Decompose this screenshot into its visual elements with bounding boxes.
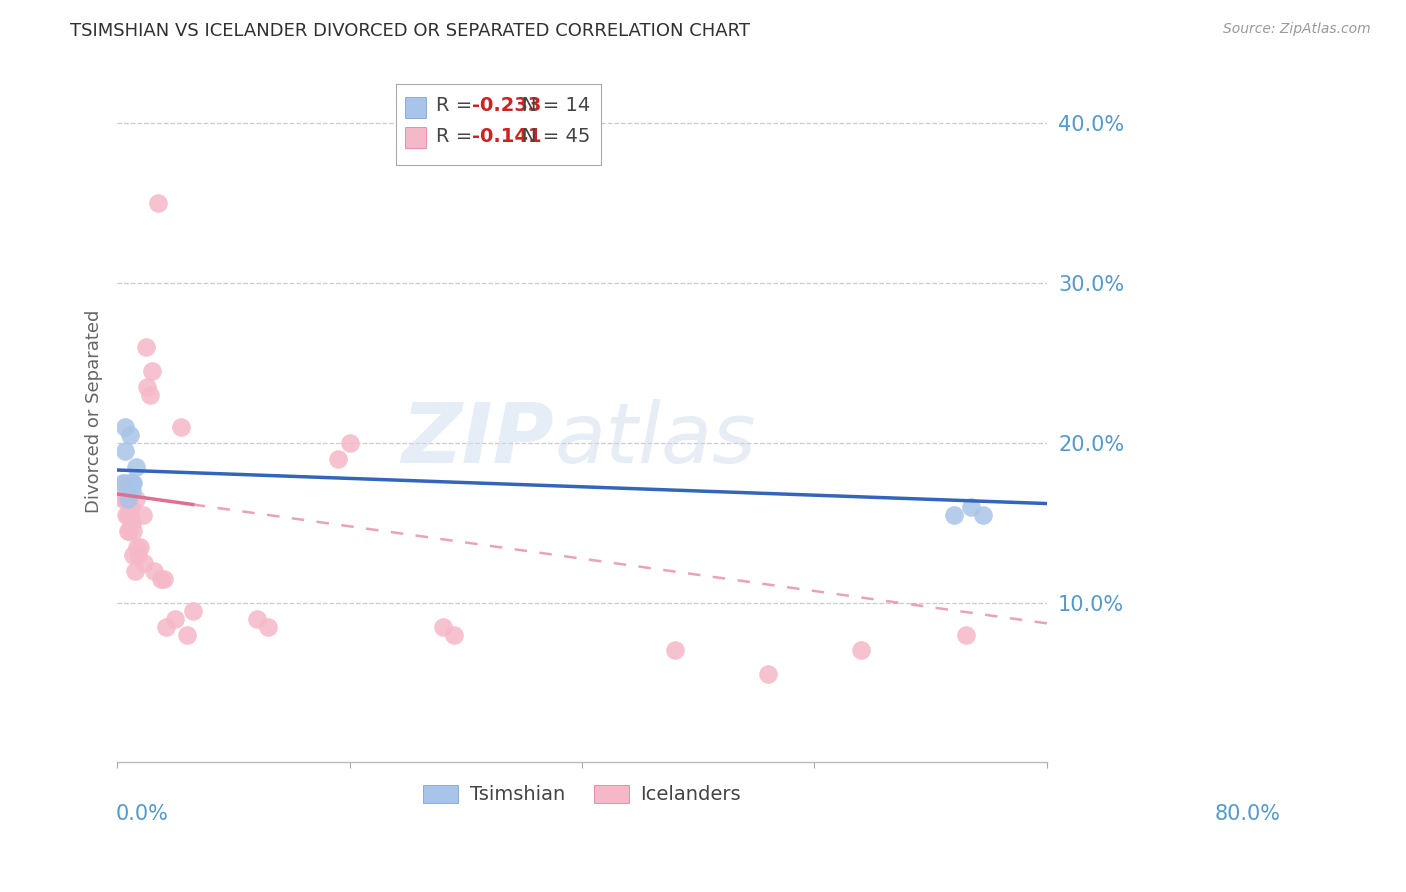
Point bbox=[972, 508, 994, 522]
Point bbox=[664, 643, 686, 657]
Point bbox=[118, 524, 141, 538]
Point bbox=[121, 475, 143, 490]
Point bbox=[443, 627, 465, 641]
Point bbox=[122, 548, 145, 562]
Point bbox=[136, 380, 159, 394]
Point bbox=[257, 619, 280, 633]
Point bbox=[112, 475, 135, 490]
Point bbox=[120, 516, 142, 530]
Point bbox=[132, 508, 155, 522]
Point bbox=[118, 508, 141, 522]
Text: R =: R = bbox=[436, 96, 472, 115]
Point bbox=[756, 667, 779, 681]
Point bbox=[942, 508, 965, 522]
Point bbox=[135, 340, 157, 354]
Point bbox=[146, 196, 169, 211]
Point bbox=[150, 572, 173, 586]
FancyBboxPatch shape bbox=[396, 84, 600, 165]
Point bbox=[115, 483, 138, 498]
Point bbox=[118, 428, 141, 442]
Point bbox=[114, 491, 136, 506]
Point bbox=[114, 443, 136, 458]
Legend: Tsimshian, Icelanders: Tsimshian, Icelanders bbox=[415, 777, 749, 813]
Point bbox=[122, 475, 145, 490]
Point bbox=[114, 420, 136, 434]
Text: -0.233: -0.233 bbox=[472, 96, 541, 115]
Point bbox=[118, 500, 141, 514]
Text: -0.141: -0.141 bbox=[472, 127, 541, 145]
Point bbox=[170, 420, 193, 434]
Y-axis label: Divorced or Separated: Divorced or Separated bbox=[86, 310, 103, 513]
Point bbox=[326, 451, 349, 466]
Point bbox=[165, 611, 187, 625]
Point bbox=[955, 627, 977, 641]
Point bbox=[125, 491, 148, 506]
Point bbox=[121, 483, 143, 498]
Text: 0.0%: 0.0% bbox=[117, 805, 169, 824]
Text: N = 14: N = 14 bbox=[522, 96, 591, 115]
FancyBboxPatch shape bbox=[405, 97, 426, 118]
Point bbox=[849, 643, 872, 657]
Point bbox=[117, 491, 139, 506]
Point bbox=[143, 564, 166, 578]
Text: Source: ZipAtlas.com: Source: ZipAtlas.com bbox=[1223, 22, 1371, 37]
Point bbox=[124, 564, 146, 578]
Point bbox=[117, 508, 139, 522]
Point bbox=[122, 524, 145, 538]
Point bbox=[125, 540, 148, 554]
Point bbox=[111, 475, 134, 490]
Text: 80.0%: 80.0% bbox=[1215, 805, 1281, 824]
Point bbox=[117, 524, 139, 538]
Point bbox=[118, 475, 141, 490]
Text: TSIMSHIAN VS ICELANDER DIVORCED OR SEPARATED CORRELATION CHART: TSIMSHIAN VS ICELANDER DIVORCED OR SEPAR… bbox=[70, 22, 751, 40]
Text: N = 45: N = 45 bbox=[522, 127, 591, 145]
Point bbox=[127, 548, 149, 562]
Point bbox=[246, 611, 269, 625]
Point bbox=[115, 508, 138, 522]
Point bbox=[339, 435, 361, 450]
Point bbox=[129, 540, 152, 554]
Point bbox=[121, 516, 143, 530]
Point bbox=[125, 459, 148, 474]
Point bbox=[176, 627, 198, 641]
Point bbox=[111, 491, 134, 506]
Point bbox=[181, 603, 204, 617]
FancyBboxPatch shape bbox=[405, 127, 426, 148]
Text: R =: R = bbox=[436, 127, 472, 145]
Point bbox=[155, 619, 177, 633]
Point bbox=[120, 500, 142, 514]
Point bbox=[138, 388, 160, 402]
Point bbox=[960, 500, 983, 514]
Point bbox=[432, 619, 454, 633]
Text: ZIP: ZIP bbox=[402, 399, 554, 480]
Point bbox=[132, 556, 155, 570]
Point bbox=[152, 572, 174, 586]
Point bbox=[120, 475, 142, 490]
Point bbox=[141, 364, 163, 378]
Text: atlas: atlas bbox=[554, 399, 756, 480]
